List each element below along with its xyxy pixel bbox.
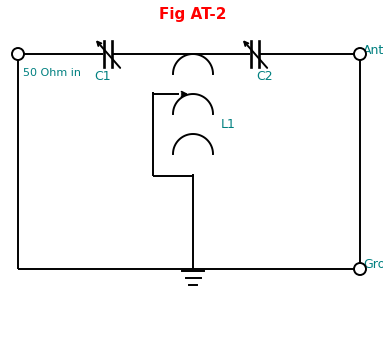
Text: C1: C1 [95, 70, 111, 83]
Circle shape [354, 48, 366, 60]
Text: Antenna: Antenna [363, 44, 383, 57]
Text: C2: C2 [257, 70, 273, 83]
Circle shape [12, 48, 24, 60]
Circle shape [354, 263, 366, 275]
Text: L1: L1 [221, 118, 236, 131]
Text: Fig AT-2: Fig AT-2 [159, 7, 227, 22]
Text: 50 Ohm in: 50 Ohm in [23, 68, 81, 78]
Text: Ground: Ground [363, 259, 383, 272]
